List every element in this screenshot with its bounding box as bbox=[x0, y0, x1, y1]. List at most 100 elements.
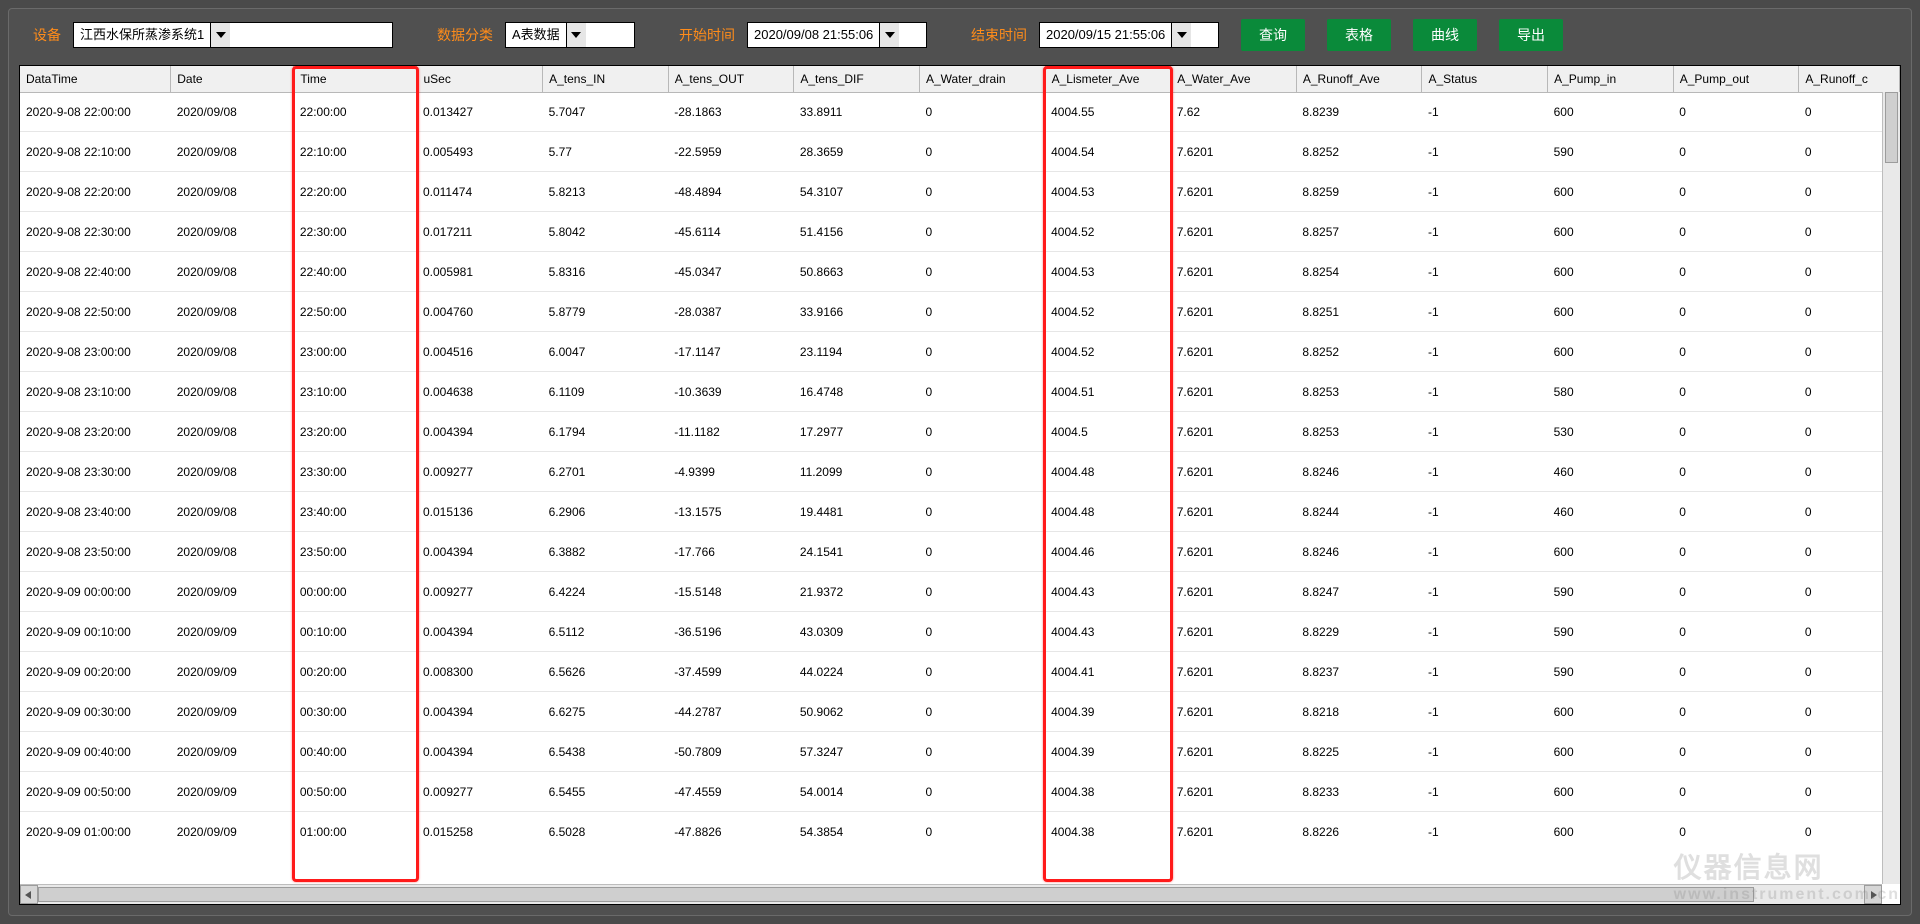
table-cell: 600 bbox=[1548, 772, 1674, 812]
table-cell: -13.1575 bbox=[668, 492, 794, 532]
column-header[interactable]: A_Pump_out bbox=[1673, 66, 1799, 92]
table-cell: -50.7809 bbox=[668, 732, 794, 772]
table-cell: 8.8251 bbox=[1296, 292, 1422, 332]
chevron-down-icon[interactable] bbox=[210, 23, 230, 47]
start-time-combo[interactable]: 2020/09/08 21:55:06 bbox=[747, 22, 927, 48]
query-button[interactable]: 查询 bbox=[1241, 19, 1305, 51]
chevron-down-icon[interactable] bbox=[879, 23, 899, 47]
column-header[interactable]: A_tens_OUT bbox=[668, 66, 794, 92]
column-header[interactable]: DataTime bbox=[20, 66, 171, 92]
table-cell: 8.8233 bbox=[1296, 772, 1422, 812]
table-cell: 23.1194 bbox=[794, 332, 920, 372]
column-header[interactable]: A_tens_DIF bbox=[794, 66, 920, 92]
table-row[interactable]: 2020-9-09 00:20:002020/09/0900:20:000.00… bbox=[20, 652, 1900, 692]
table-cell: 0 bbox=[919, 212, 1045, 252]
horizontal-scroll-thumb[interactable] bbox=[38, 887, 1754, 902]
table-row[interactable]: 2020-9-08 22:20:002020/09/0822:20:000.01… bbox=[20, 172, 1900, 212]
chevron-down-icon[interactable] bbox=[1171, 23, 1191, 47]
column-header[interactable]: Date bbox=[171, 66, 294, 92]
table-cell: 6.2906 bbox=[543, 492, 669, 532]
table-row[interactable]: 2020-9-08 23:50:002020/09/0823:50:000.00… bbox=[20, 532, 1900, 572]
table-row[interactable]: 2020-9-09 00:30:002020/09/0900:30:000.00… bbox=[20, 692, 1900, 732]
horizontal-scroll-track[interactable] bbox=[38, 885, 1864, 904]
chevron-down-icon[interactable] bbox=[566, 23, 586, 47]
category-combo[interactable]: A表数据 bbox=[505, 22, 635, 48]
table-row[interactable]: 2020-9-08 22:30:002020/09/0822:30:000.01… bbox=[20, 212, 1900, 252]
table-cell: 0.004394 bbox=[417, 412, 543, 452]
table-cell: 00:40:00 bbox=[294, 732, 417, 772]
table-row[interactable]: 2020-9-08 22:10:002020/09/0822:10:000.00… bbox=[20, 132, 1900, 172]
end-time-combo[interactable]: 2020/09/15 21:55:06 bbox=[1039, 22, 1219, 48]
curve-button[interactable]: 曲线 bbox=[1413, 19, 1477, 51]
table-button[interactable]: 表格 bbox=[1327, 19, 1391, 51]
column-header[interactable]: A_Lismeter_Ave bbox=[1045, 66, 1171, 92]
table-row[interactable]: 2020-9-08 22:00:002020/09/0822:00:000.01… bbox=[20, 92, 1900, 132]
table-row[interactable]: 2020-9-08 23:20:002020/09/0823:20:000.00… bbox=[20, 412, 1900, 452]
table-cell: 8.8253 bbox=[1296, 372, 1422, 412]
table-row[interactable]: 2020-9-09 00:10:002020/09/0900:10:000.00… bbox=[20, 612, 1900, 652]
horizontal-scrollbar[interactable] bbox=[20, 884, 1882, 904]
table-row[interactable]: 2020-9-09 00:00:002020/09/0900:00:000.00… bbox=[20, 572, 1900, 612]
scroll-left-icon[interactable] bbox=[20, 885, 38, 904]
table-cell: 4004.5 bbox=[1045, 412, 1171, 452]
table-row[interactable]: 2020-9-08 22:40:002020/09/0822:40:000.00… bbox=[20, 252, 1900, 292]
table-cell: 600 bbox=[1548, 812, 1674, 852]
table-cell: 00:10:00 bbox=[294, 612, 417, 652]
table-cell: 2020/09/08 bbox=[171, 412, 294, 452]
vertical-scrollbar[interactable] bbox=[1882, 92, 1900, 884]
table-row[interactable]: 2020-9-09 00:40:002020/09/0900:40:000.00… bbox=[20, 732, 1900, 772]
device-combo[interactable]: 江西水保所蒸渗系统1 bbox=[73, 22, 393, 48]
table-cell: -48.4894 bbox=[668, 172, 794, 212]
table-cell: -1 bbox=[1422, 732, 1548, 772]
table-row[interactable]: 2020-9-08 23:30:002020/09/0823:30:000.00… bbox=[20, 452, 1900, 492]
table-cell: -4.9399 bbox=[668, 452, 794, 492]
table-cell: 0 bbox=[919, 332, 1045, 372]
table-cell: 33.9166 bbox=[794, 292, 920, 332]
column-header[interactable]: A_tens_IN bbox=[543, 66, 669, 92]
table-row[interactable]: 2020-9-08 22:50:002020/09/0822:50:000.00… bbox=[20, 292, 1900, 332]
scroll-right-icon[interactable] bbox=[1864, 885, 1882, 904]
table-cell: 50.8663 bbox=[794, 252, 920, 292]
table-cell: 4004.54 bbox=[1045, 132, 1171, 172]
table-cell: 0 bbox=[919, 452, 1045, 492]
table-cell: 2020/09/09 bbox=[171, 572, 294, 612]
table-cell: 22:50:00 bbox=[294, 292, 417, 332]
column-header[interactable]: A_Runoff_Ave bbox=[1296, 66, 1422, 92]
table-row[interactable]: 2020-9-09 00:50:002020/09/0900:50:000.00… bbox=[20, 772, 1900, 812]
table-cell: 43.0309 bbox=[794, 612, 920, 652]
table-row[interactable]: 2020-9-08 23:10:002020/09/0823:10:000.00… bbox=[20, 372, 1900, 412]
table-cell: 22:00:00 bbox=[294, 92, 417, 132]
table-cell: 600 bbox=[1548, 732, 1674, 772]
table-cell: 22:40:00 bbox=[294, 252, 417, 292]
table-cell: 2020-9-08 23:40:00 bbox=[20, 492, 171, 532]
table-cell: 6.5626 bbox=[543, 652, 669, 692]
table-cell: 7.6201 bbox=[1171, 732, 1297, 772]
table-cell: 0 bbox=[919, 252, 1045, 292]
table-cell: 6.5112 bbox=[543, 612, 669, 652]
table-cell: 0.005493 bbox=[417, 132, 543, 172]
table-cell: 0.008300 bbox=[417, 652, 543, 692]
table-row[interactable]: 2020-9-08 23:40:002020/09/0823:40:000.01… bbox=[20, 492, 1900, 532]
column-header[interactable]: uSec bbox=[417, 66, 543, 92]
table-cell: 2020/09/08 bbox=[171, 452, 294, 492]
table-cell: 0.004760 bbox=[417, 292, 543, 332]
table-cell: 0 bbox=[1673, 612, 1799, 652]
table-row[interactable]: 2020-9-09 01:00:002020/09/0901:00:000.01… bbox=[20, 812, 1900, 852]
export-button[interactable]: 导出 bbox=[1499, 19, 1563, 51]
column-header[interactable]: A_Runoff_c bbox=[1799, 66, 1900, 92]
toolbar: 设备 江西水保所蒸渗系统1 数据分类 A表数据 开始时间 2020/09/08 … bbox=[9, 9, 1911, 69]
table-cell: 8.8218 bbox=[1296, 692, 1422, 732]
table-cell: 580 bbox=[1548, 372, 1674, 412]
column-header[interactable]: Time bbox=[294, 66, 417, 92]
table-cell: 7.6201 bbox=[1171, 692, 1297, 732]
column-header[interactable]: A_Status bbox=[1422, 66, 1548, 92]
table-cell: 2020-9-08 22:20:00 bbox=[20, 172, 171, 212]
column-header[interactable]: A_Pump_in bbox=[1548, 66, 1674, 92]
column-header[interactable]: A_Water_Ave bbox=[1171, 66, 1297, 92]
table-cell: 23:00:00 bbox=[294, 332, 417, 372]
table-cell: 2020/09/08 bbox=[171, 252, 294, 292]
vertical-scroll-thumb[interactable] bbox=[1885, 92, 1898, 163]
table-row[interactable]: 2020-9-08 23:00:002020/09/0823:00:000.00… bbox=[20, 332, 1900, 372]
table-cell: 7.6201 bbox=[1171, 252, 1297, 292]
column-header[interactable]: A_Water_drain bbox=[919, 66, 1045, 92]
